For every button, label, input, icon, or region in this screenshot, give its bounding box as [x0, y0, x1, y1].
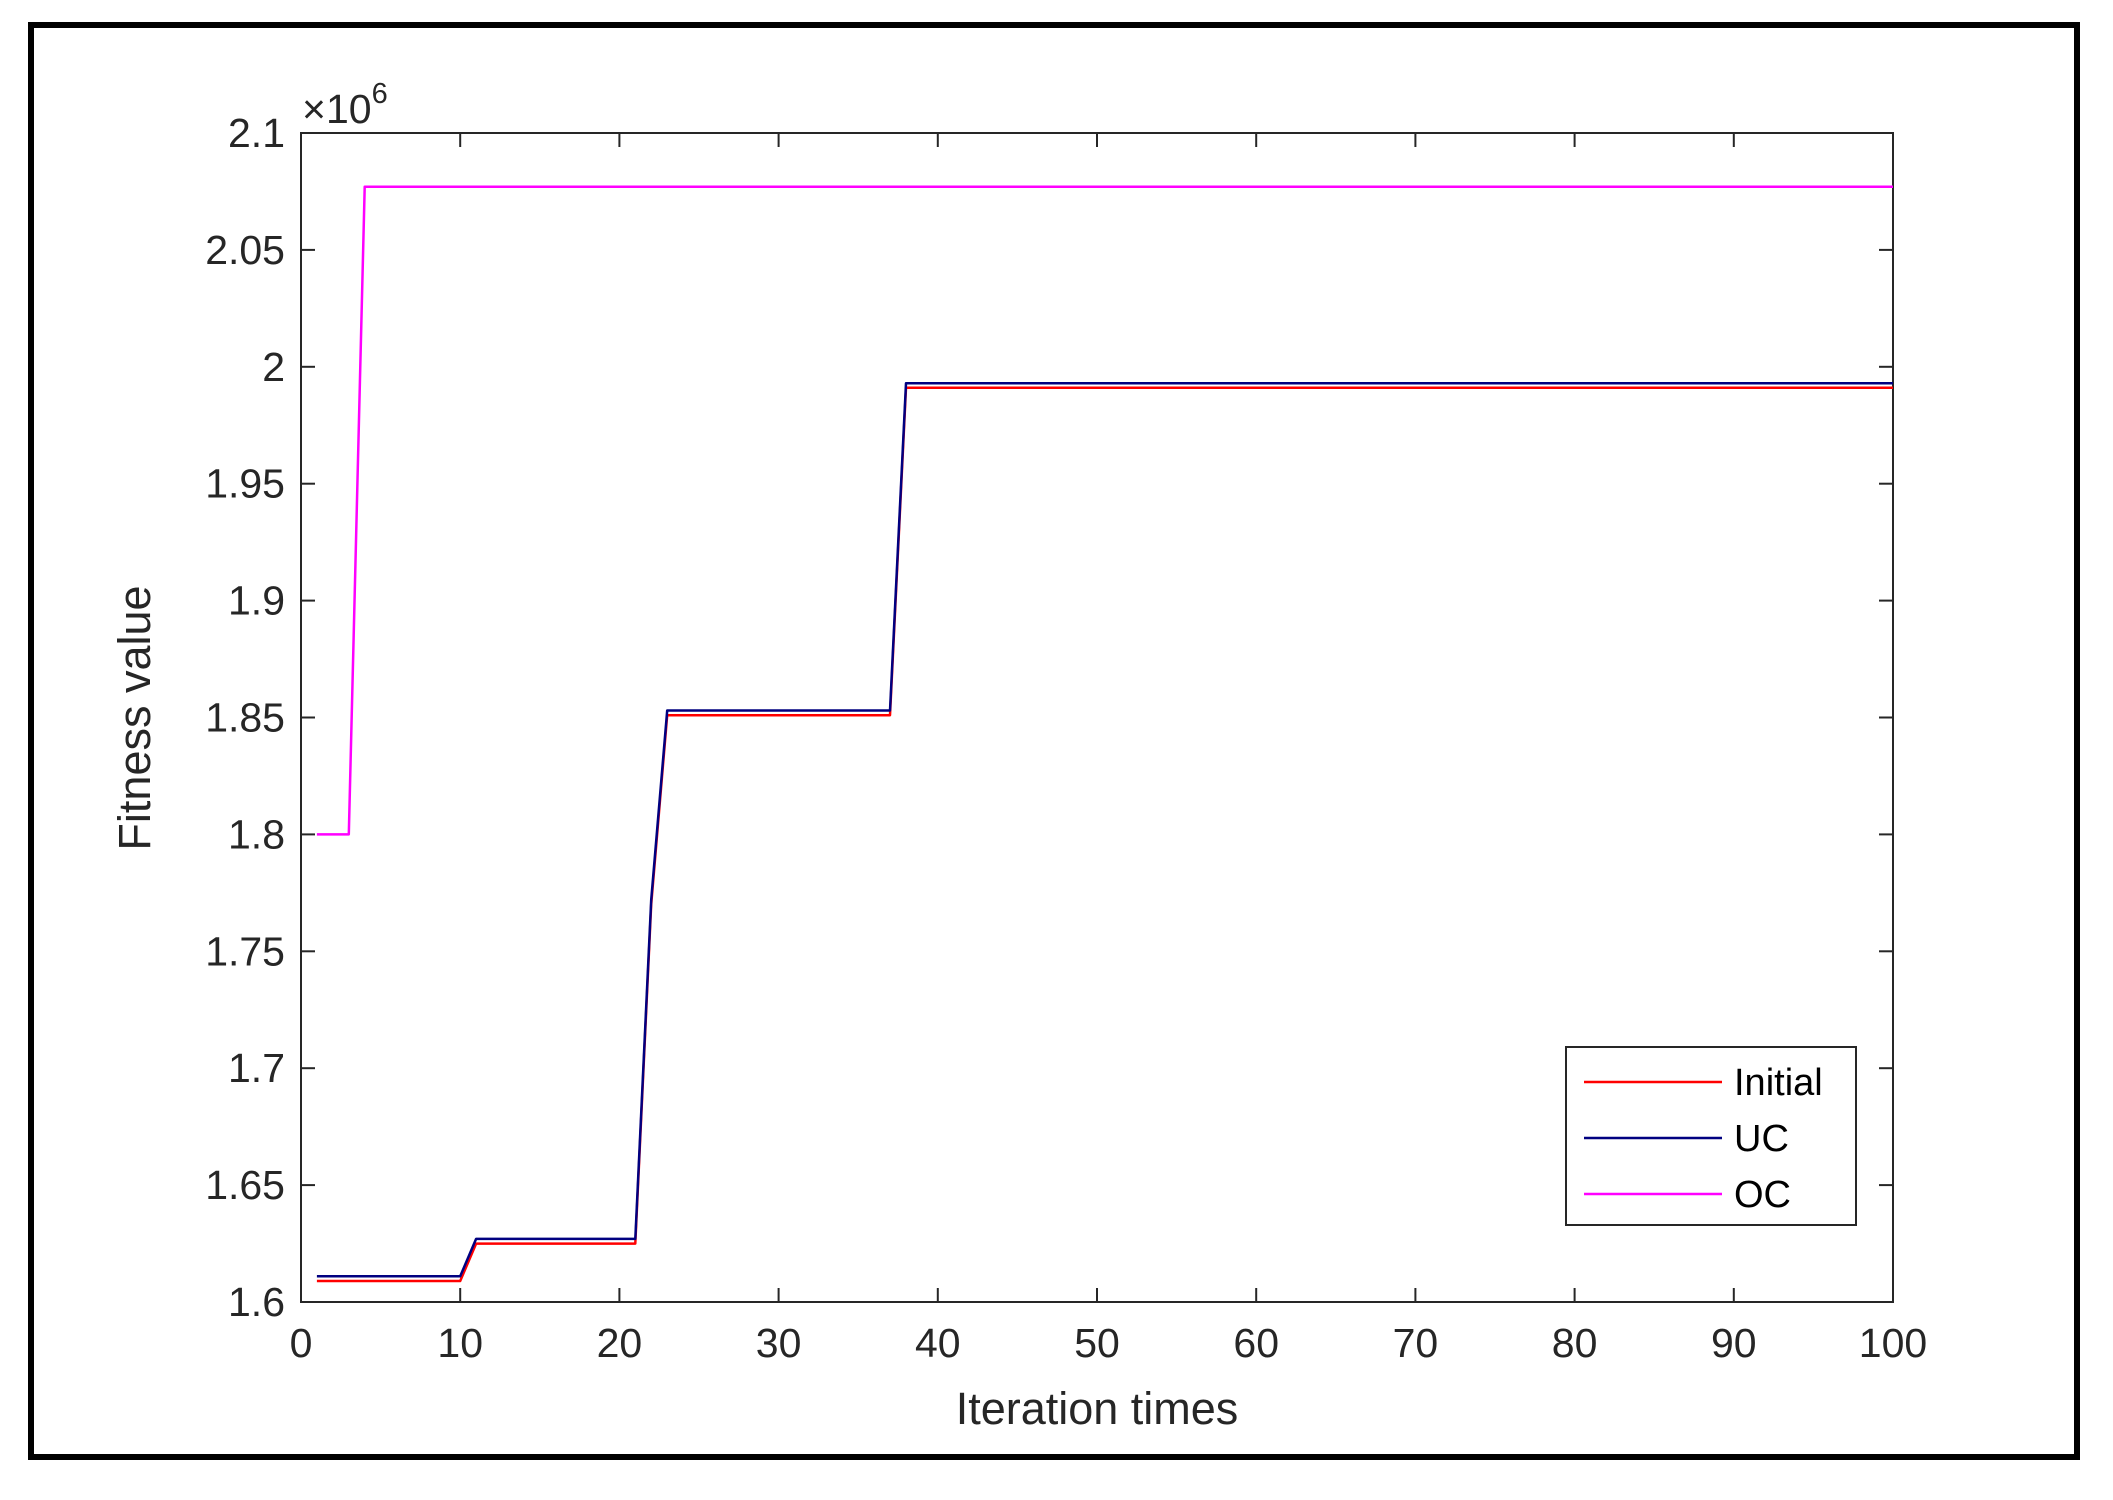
- y-exponent-label: ×106: [302, 78, 388, 132]
- legend-box: [1565, 1046, 1857, 1226]
- x-tick-label: 100: [1859, 1320, 1927, 1366]
- x-tick-label: 50: [1074, 1320, 1120, 1366]
- x-tick-label: 30: [756, 1320, 802, 1366]
- y-tick-label: 2: [262, 344, 285, 390]
- x-tick-label: 80: [1552, 1320, 1598, 1366]
- y-tick-label: 1.95: [205, 461, 285, 507]
- legend-label: OC: [1734, 1174, 1791, 1216]
- y-tick-label: 1.6: [228, 1279, 285, 1325]
- y-tick-label: 2.1: [228, 110, 285, 156]
- x-tick-label: 10: [437, 1320, 483, 1366]
- y-exponent-power: 6: [372, 78, 388, 110]
- y-tick-label: 1.65: [205, 1162, 285, 1208]
- x-tick-label: 40: [915, 1320, 961, 1366]
- axis-ticks: [300, 132, 1894, 1303]
- y-tick-label: 2.05: [205, 227, 285, 273]
- series-line-uc: [316, 381, 1893, 1278]
- tick-labels: 0 10 20 30 40 50 60 70 80 90 100 1.6 1.65 1.7 1.75 1.8 1…: [205, 110, 1927, 1366]
- y-tick-label: 1.9: [228, 578, 285, 624]
- x-tick-label: 20: [597, 1320, 643, 1366]
- legend-label: Initial: [1734, 1062, 1823, 1104]
- y-exponent-base: ×10: [302, 86, 372, 132]
- x-tick-label: 0: [290, 1320, 313, 1366]
- x-tick-label: 90: [1711, 1320, 1757, 1366]
- x-axis-label: Iteration times: [956, 1383, 1239, 1434]
- y-axis-label: Fitness value: [109, 585, 160, 850]
- y-tick-label: 1.7: [228, 1045, 285, 1091]
- x-tick-label: 70: [1393, 1320, 1439, 1366]
- series-line-oc: [316, 185, 1893, 836]
- x-tick-label: 60: [1233, 1320, 1279, 1366]
- y-tick-label: 1.85: [205, 695, 285, 741]
- y-tick-label: 1.8: [228, 811, 285, 857]
- series-layer: [316, 185, 1893, 1283]
- legend: Initial UC OC: [1565, 1046, 1857, 1226]
- y-tick-label: 1.75: [205, 928, 285, 974]
- legend-label: UC: [1734, 1118, 1789, 1160]
